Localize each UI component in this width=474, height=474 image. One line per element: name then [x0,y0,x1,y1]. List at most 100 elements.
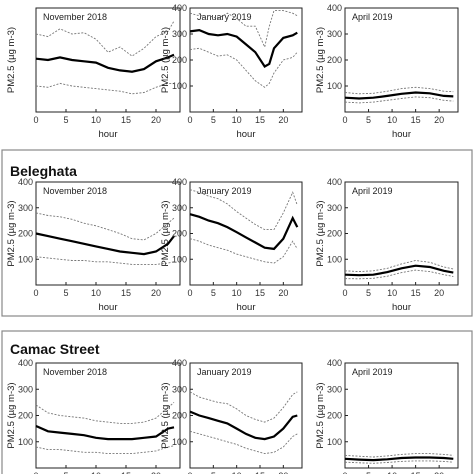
x-tick-label: 15 [255,115,265,125]
y-axis-label: PM2.5 (µg m-3) [6,382,17,448]
chart-panel: 0 5 10 15 20 100 200 300 400 January 2019 hour PM2.… [160,3,303,140]
chart-title: April 2019 [352,186,393,196]
y-tick-label: 300 [172,203,187,213]
y-axis-label: PM2.5 (µg m-3) [315,382,326,448]
x-tick-label: 20 [434,288,444,298]
chart-panel: 0 5 10 15 20 100 200 300 400 April 2019 hour PM2.5 … [315,3,459,140]
y-tick-label: 100 [327,254,342,264]
x-tick-label: 20 [151,471,161,474]
x-tick-label: 10 [91,471,101,474]
x-axis-label: hour [98,129,117,140]
y-tick-label: 100 [327,81,342,91]
y-tick-label: 200 [327,411,342,421]
upper-bound-line [344,260,454,273]
y-tick-label: 300 [172,29,187,39]
y-tick-label: 200 [18,411,33,421]
mean-line [344,456,454,462]
lower-bound-line [35,82,174,95]
x-tick-label: 20 [151,288,161,298]
y-tick-label: 300 [18,384,33,394]
y-axis-label: PM2.5 (µg m-3) [160,27,171,93]
x-tick-label: 0 [187,288,192,298]
section-title: Beleghata [10,163,77,179]
x-tick-label: 0 [342,115,347,125]
x-tick-label: 15 [411,288,421,298]
x-tick-label: 0 [33,115,38,125]
x-tick-label: 20 [278,115,288,125]
y-tick-label: 100 [327,437,342,447]
chart-title: November 2018 [43,12,107,22]
x-tick-label: 0 [342,471,347,474]
x-tick-label: 0 [187,471,192,474]
section-title: Camac Street [10,341,100,357]
lower-bound-line [189,430,298,455]
y-axis-label: PM2.5 (µg m-3) [6,27,17,93]
y-tick-label: 400 [18,177,33,187]
x-tick-label: 5 [211,115,216,125]
y-tick-label: 300 [18,203,33,213]
x-tick-label: 10 [387,288,397,298]
x-tick-label: 0 [33,288,38,298]
x-axis-label: hour [98,302,117,313]
chart-panel: 0 5 10 15 20 100 200 300 400 November 2018 hour PM2… [6,177,181,313]
upper-bound-line [35,402,175,424]
chart-panel: 0 5 10 15 20 November 2018 hour PM2.5 (µg m-3) [6,7,181,140]
x-axis-label: hour [392,129,411,140]
x-tick-label: 15 [121,115,131,125]
x-tick-label: 20 [278,471,288,474]
mean-line [344,91,454,100]
x-tick-label: 5 [63,471,68,474]
chart-title: November 2018 [43,186,107,196]
plot-frame [189,362,303,469]
upper-bound-line [344,86,454,95]
x-tick-label: 5 [366,288,371,298]
y-tick-label: 400 [172,3,187,13]
plot-frame [35,7,181,113]
y-tick-label: 100 [18,254,33,264]
chart-title: January 2019 [197,186,252,196]
x-tick-label: 15 [255,471,265,474]
chart-panel: 0 5 10 15 20 100 200 300 400 January 2019 PM2.5 (µ… [160,358,303,474]
x-tick-label: 0 [187,115,192,125]
mean-line [35,424,175,441]
y-axis-label: PM2.5 (µg m-3) [160,200,171,266]
x-tick-label: 20 [434,471,444,474]
mean-line [189,410,298,441]
mean-line [344,264,454,277]
y-tick-label: 100 [18,437,33,447]
y-tick-label: 400 [18,358,33,368]
y-tick-label: 200 [172,229,187,239]
chart-title: April 2019 [352,367,393,377]
lower-bound-line [189,238,298,264]
y-tick-label: 300 [327,203,342,213]
chart-title: January 2019 [197,12,252,22]
y-tick-label: 200 [327,55,342,65]
y-tick-label: 400 [172,358,187,368]
x-tick-label: 10 [232,471,242,474]
x-tick-label: 10 [387,115,397,125]
section-frame [1,330,473,474]
lower-bound-line [35,256,175,265]
y-tick-label: 400 [172,177,187,187]
y-tick-label: 300 [327,384,342,394]
x-tick-label: 15 [121,288,131,298]
y-tick-label: 200 [327,229,342,239]
mean-line [189,28,298,68]
x-tick-label: 5 [366,115,371,125]
x-tick-label: 0 [33,471,38,474]
upper-bound-line [189,391,298,423]
plot-frame [189,7,303,113]
chart-panel: 0 5 10 15 20 100 200 300 400 November 2018 PM2.5 (… [6,358,181,474]
x-axis-label: hour [392,302,411,313]
y-tick-label: 200 [18,229,33,239]
x-tick-label: 10 [232,288,242,298]
mean-line [35,232,175,256]
y-axis-label: PM2.5 (µg m-3) [160,382,171,448]
y-tick-label: 400 [327,177,342,187]
x-axis-label: hour [236,129,255,140]
x-tick-label: 5 [211,471,216,474]
upper-bound-line [35,20,175,57]
x-tick-label: 15 [411,115,421,125]
x-tick-label: 5 [211,288,216,298]
